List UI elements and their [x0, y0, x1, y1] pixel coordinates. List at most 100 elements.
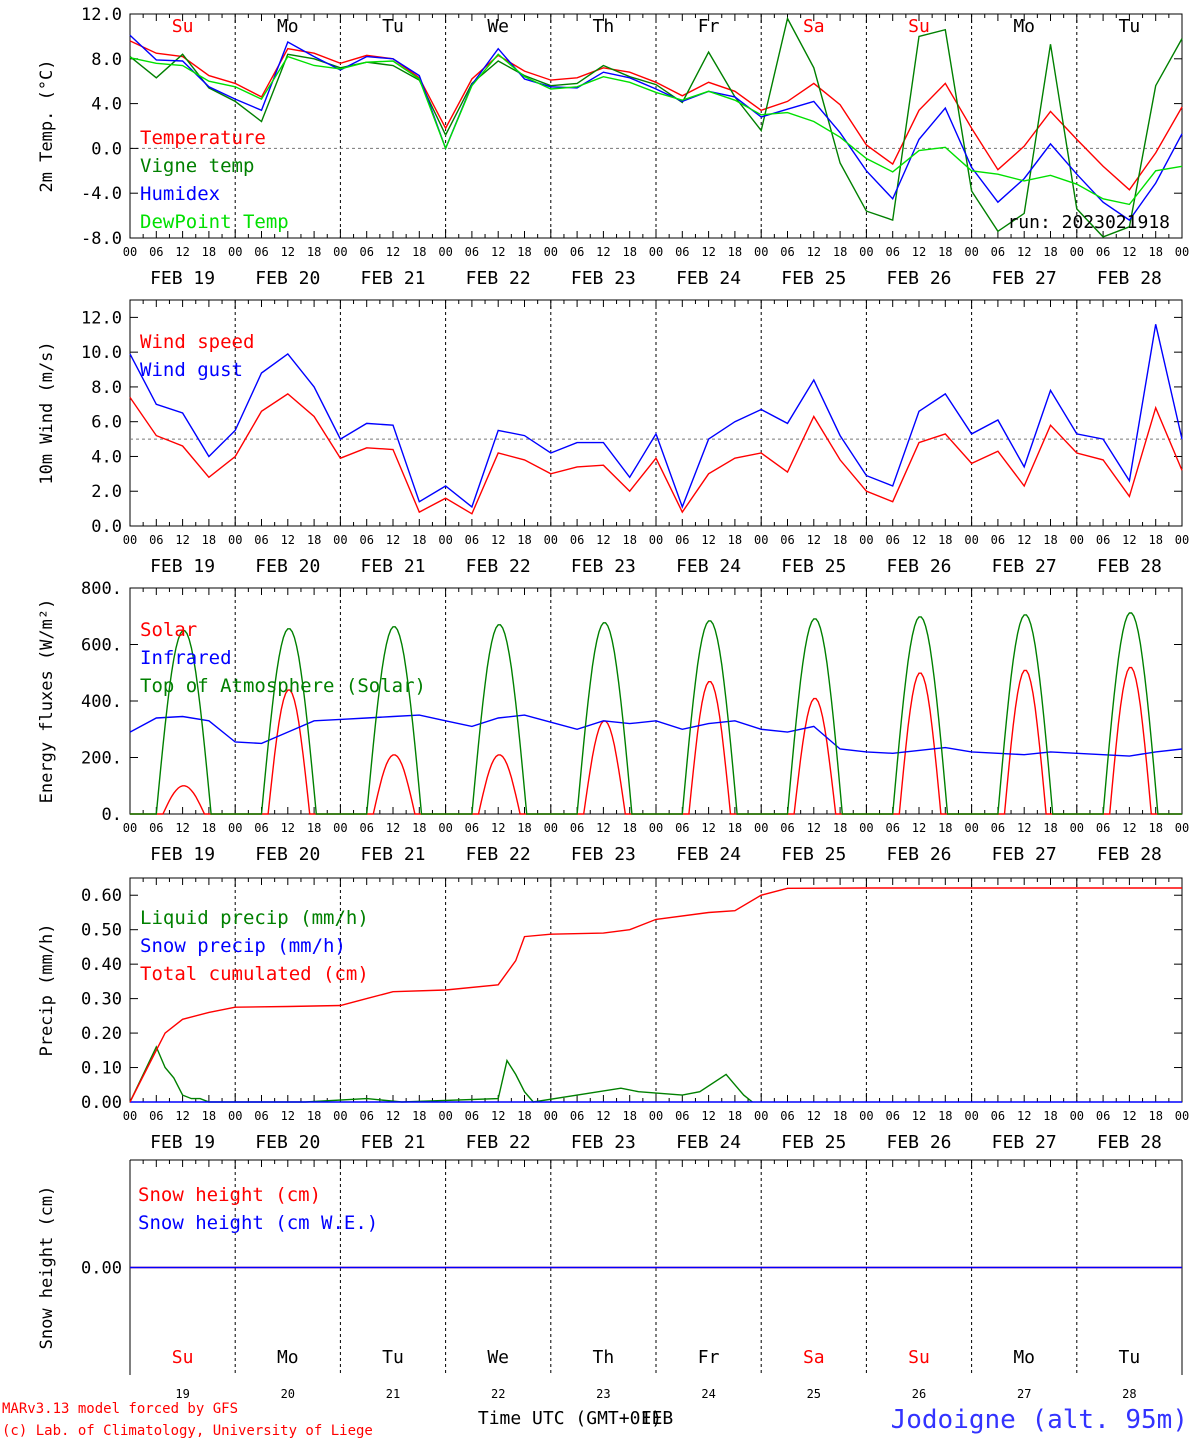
hour-label: 06 [780, 245, 794, 259]
weekday-label: We [487, 16, 509, 37]
date-label: FEB 19 [150, 1132, 215, 1153]
hour-label: 00 [228, 533, 242, 547]
hour-label: 00 [438, 821, 452, 835]
y-tick-label: 8.0 [91, 378, 122, 398]
hour-label: 12 [701, 1109, 715, 1123]
hour-label: 00 [1175, 533, 1189, 547]
hour-label: 06 [570, 245, 584, 259]
hour-label: 18 [517, 245, 531, 259]
credit-line-1: MARv3.13 model forced by GFS [2, 1401, 238, 1417]
hour-label: 06 [1096, 245, 1110, 259]
date-label: FEB 22 [466, 268, 531, 289]
hour-label: 06 [885, 1109, 899, 1123]
hour-label: 06 [570, 533, 584, 547]
hour-label: 12 [175, 245, 189, 259]
legend-entry: Total cumulated (cm) [140, 963, 369, 985]
date-label: FEB 24 [676, 1132, 741, 1153]
panel-2: 12.0 10.0 8.0 6.0 4.0 2.0 0.0 10m Wind (m/s) 00 0… [37, 299, 1189, 577]
date-label: FEB 26 [886, 1132, 951, 1153]
hour-label: 12 [807, 245, 821, 259]
date-label: FEB 27 [992, 556, 1057, 577]
y-axis-label: 2m Temp. (°C) [37, 59, 57, 192]
y-tick-label: 0.00 [81, 1259, 122, 1279]
hour-label: 18 [1148, 245, 1162, 259]
hour-label: 18 [938, 533, 952, 547]
hour-label: 18 [412, 245, 426, 259]
panel-frame [129, 13, 1183, 239]
hour-label: 00 [544, 533, 558, 547]
date-label: FEB 19 [150, 556, 215, 577]
date-label: FEB 23 [571, 556, 636, 577]
hour-label: 06 [885, 821, 899, 835]
hour-label: 00 [964, 1109, 978, 1123]
hour-label: 12 [491, 1109, 505, 1123]
run-label: run: 2023021918 [1007, 212, 1170, 233]
hour-label: 06 [254, 533, 268, 547]
hour-label: 18 [307, 1109, 321, 1123]
hour-label: 18 [938, 1109, 952, 1123]
hour-label: 00 [438, 533, 452, 547]
hour-label: 06 [885, 245, 899, 259]
y-tick-label: 0. [102, 805, 122, 825]
day-number-label: 25 [807, 1387, 821, 1401]
series-line [129, 714, 1183, 757]
weekday-label: Tu [382, 1347, 404, 1368]
hour-label: 12 [386, 533, 400, 547]
date-label: FEB 21 [360, 556, 425, 577]
weekday-label: Mo [1013, 1347, 1035, 1368]
y-tick-label: 0.0 [91, 517, 122, 537]
day-number-label: 23 [596, 1387, 610, 1401]
hour-label: 18 [938, 245, 952, 259]
hour-label: 18 [833, 533, 847, 547]
hour-label: 00 [438, 1109, 452, 1123]
date-label: FEB 23 [571, 844, 636, 865]
hour-label: 06 [465, 1109, 479, 1123]
panel-5: 0.00 Snow height (cm) Su Mo Tu We Th Fr Sa Su Mo Tu… [37, 1159, 1183, 1401]
hour-label: 00 [123, 1109, 137, 1123]
hour-label: 18 [1148, 533, 1162, 547]
hour-label: 12 [701, 245, 715, 259]
y-tick-label: 0.10 [81, 1059, 122, 1079]
hour-label: 18 [728, 245, 742, 259]
time-axis-label: Time UTC (GMT+01) [478, 1408, 662, 1429]
weekday-label: Tu [1119, 16, 1141, 37]
date-label: FEB 19 [150, 268, 215, 289]
date-label: FEB 27 [992, 268, 1057, 289]
hour-label: 00 [1070, 533, 1084, 547]
hour-label: 12 [596, 1109, 610, 1123]
date-label: FEB 22 [466, 844, 531, 865]
y-tick-label: 10.0 [81, 343, 122, 363]
hour-label: 00 [438, 245, 452, 259]
hour-label: 18 [517, 533, 531, 547]
hour-label: 12 [386, 1109, 400, 1123]
hour-label: 00 [649, 533, 663, 547]
y-tick-label: 0.0 [91, 139, 122, 159]
legend-entry: Snow height (cm) [138, 1184, 321, 1206]
legend-entry: Wind speed [140, 331, 254, 353]
hour-label: 12 [281, 1109, 295, 1123]
date-label: FEB 20 [255, 268, 320, 289]
legend-entry: Liquid precip (mm/h) [140, 907, 369, 929]
legend-entry: Infrared [140, 647, 232, 669]
y-tick-label: 0.50 [81, 921, 122, 941]
hour-label: 06 [149, 245, 163, 259]
hour-label: 00 [649, 1109, 663, 1123]
hour-label: 12 [701, 533, 715, 547]
hour-label: 00 [333, 245, 347, 259]
hour-label: 18 [1043, 1109, 1057, 1123]
hour-label: 18 [412, 1109, 426, 1123]
hour-label: 12 [281, 245, 295, 259]
panel-1: 12.0 8.0 4.0 0.0 -4.0 -8.0 2m Temp. (°C) 00 06 12… [37, 5, 1189, 289]
hour-label: 12 [175, 821, 189, 835]
hour-label: 06 [359, 1109, 373, 1123]
hour-label: 12 [596, 821, 610, 835]
hour-label: 18 [622, 1109, 636, 1123]
hour-label: 18 [202, 1109, 216, 1123]
hour-label: 00 [544, 245, 558, 259]
hour-label: 06 [359, 533, 373, 547]
legend-entry: Vigne temp [140, 155, 254, 177]
series-line [129, 887, 1182, 1103]
y-tick-label: 0.60 [81, 886, 122, 906]
date-label: FEB 23 [571, 268, 636, 289]
hour-label: 00 [228, 1109, 242, 1123]
